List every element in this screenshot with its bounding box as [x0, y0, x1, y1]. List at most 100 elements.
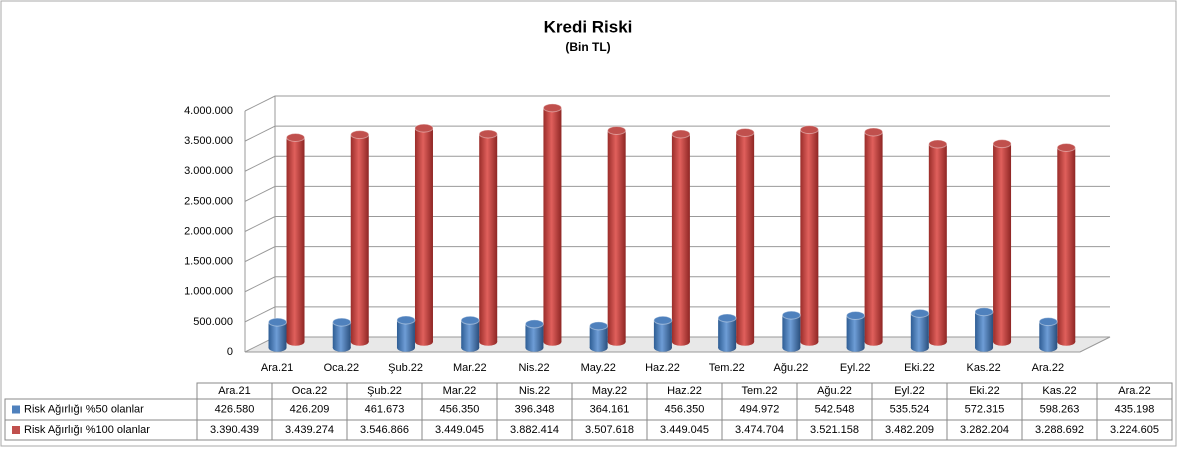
grid-line: [244, 155, 1110, 172]
bar-base: [268, 343, 287, 352]
bar-cap: [1038, 317, 1058, 327]
bar-base: [479, 337, 498, 346]
table-header: Kas.22: [1042, 385, 1076, 397]
grid-line: [244, 276, 1110, 293]
bar: [461, 320, 480, 348]
bar-group: [332, 317, 352, 352]
x-tick-label: Şub.22: [388, 362, 423, 374]
table-cell: 572.315: [965, 403, 1005, 415]
table-cell: 535.524: [890, 403, 930, 415]
grid-line: [244, 95, 1110, 112]
bar-base: [350, 337, 369, 346]
table-cell: 456.350: [440, 403, 480, 415]
bar: [975, 311, 994, 348]
legend-label: Risk Ağırlığı %100 olanlar: [24, 424, 150, 436]
bar-cap: [589, 321, 609, 331]
table-cell: 3.546.866: [360, 424, 409, 436]
bar: [736, 132, 755, 342]
bar-group: [799, 125, 819, 346]
table-cell: 3.390.439: [210, 424, 259, 436]
table-cell: 3.224.605: [1110, 424, 1159, 436]
bar-base: [736, 337, 755, 346]
bar: [543, 107, 562, 342]
table-header: Ağu.22: [817, 385, 852, 397]
bar: [286, 137, 305, 342]
bar-cap: [799, 125, 819, 135]
bar-base: [671, 337, 690, 346]
table-cell: 426.209: [290, 403, 330, 415]
bar-cap: [974, 307, 994, 317]
bar-base: [910, 343, 929, 352]
bar: [1039, 321, 1058, 348]
y-tick-label: 0: [227, 346, 233, 358]
bar: [607, 130, 626, 342]
bar: [332, 322, 351, 348]
grid-line: [244, 185, 1110, 202]
bar-cap: [717, 313, 737, 323]
bar-group: [396, 315, 416, 352]
bar-group: [1038, 317, 1058, 352]
table-header: Tem.22: [741, 385, 777, 397]
legend-swatch: [12, 426, 20, 434]
table-header: Ara.22: [1118, 385, 1150, 397]
bar-group: [846, 311, 866, 352]
bar-base: [332, 343, 351, 352]
bar-group: [607, 125, 627, 346]
y-tick-label: 1.500.000: [184, 256, 233, 268]
bar-cap: [332, 317, 352, 327]
bar-base: [846, 343, 865, 352]
chart-subtitle: (Bin TL): [565, 40, 610, 54]
bar-base: [864, 337, 883, 346]
y-tick-label: 2.000.000: [184, 225, 233, 237]
table-cell: 3.507.618: [585, 424, 634, 436]
x-tick-label: Eyl.22: [840, 362, 871, 374]
bar: [800, 129, 819, 342]
table-cell: 3.474.704: [735, 424, 784, 436]
bar-group: [928, 139, 948, 346]
bar: [1057, 147, 1076, 342]
bar: [782, 315, 801, 348]
bar: [653, 320, 672, 348]
table-cell: 364.161: [590, 403, 630, 415]
bar-base: [782, 343, 801, 352]
bar-group: [350, 130, 370, 346]
x-tick-label: Oca.22: [324, 362, 359, 374]
bar: [928, 144, 947, 342]
bar-cap: [286, 133, 306, 143]
legend-label: Risk Ağırlığı %50 olanlar: [24, 403, 144, 415]
y-tick-label: 500.000: [193, 316, 233, 328]
bar-group: [542, 103, 562, 346]
bar-cap: [671, 129, 691, 139]
bar-group: [992, 139, 1012, 346]
bar-group: [478, 129, 498, 346]
x-tick-label: Haz.22: [645, 362, 680, 374]
table-cell: 426.580: [215, 403, 255, 415]
bar-group: [974, 307, 994, 352]
table-header: Haz.22: [667, 385, 702, 397]
table-header: Nis.22: [519, 385, 550, 397]
bar-group: [653, 315, 673, 352]
table-cell: 542.548: [815, 403, 855, 415]
bar-cap: [268, 317, 288, 327]
table-cell: 456.350: [665, 403, 705, 415]
table-header: Şub.22: [367, 385, 402, 397]
bar-base: [589, 343, 608, 352]
table-cell: 3.482.209: [885, 424, 934, 436]
y-tick-label: 3.000.000: [184, 165, 233, 177]
legend-swatch: [12, 405, 20, 414]
bar-group: [414, 123, 434, 346]
bar-base: [718, 343, 737, 352]
bar-base: [525, 343, 544, 352]
bar: [525, 323, 544, 348]
bar-group: [286, 133, 306, 346]
bar: [350, 134, 369, 342]
bar-cap: [478, 129, 498, 139]
table-header: Oca.22: [292, 385, 327, 397]
bar-cap: [396, 315, 416, 325]
y-tick-label: 2.500.000: [184, 195, 233, 207]
bar-cap: [607, 125, 627, 135]
bar-group: [524, 319, 544, 352]
bar-base: [286, 337, 305, 346]
bar-base: [461, 343, 480, 352]
table-header: Eyl.22: [894, 385, 925, 397]
